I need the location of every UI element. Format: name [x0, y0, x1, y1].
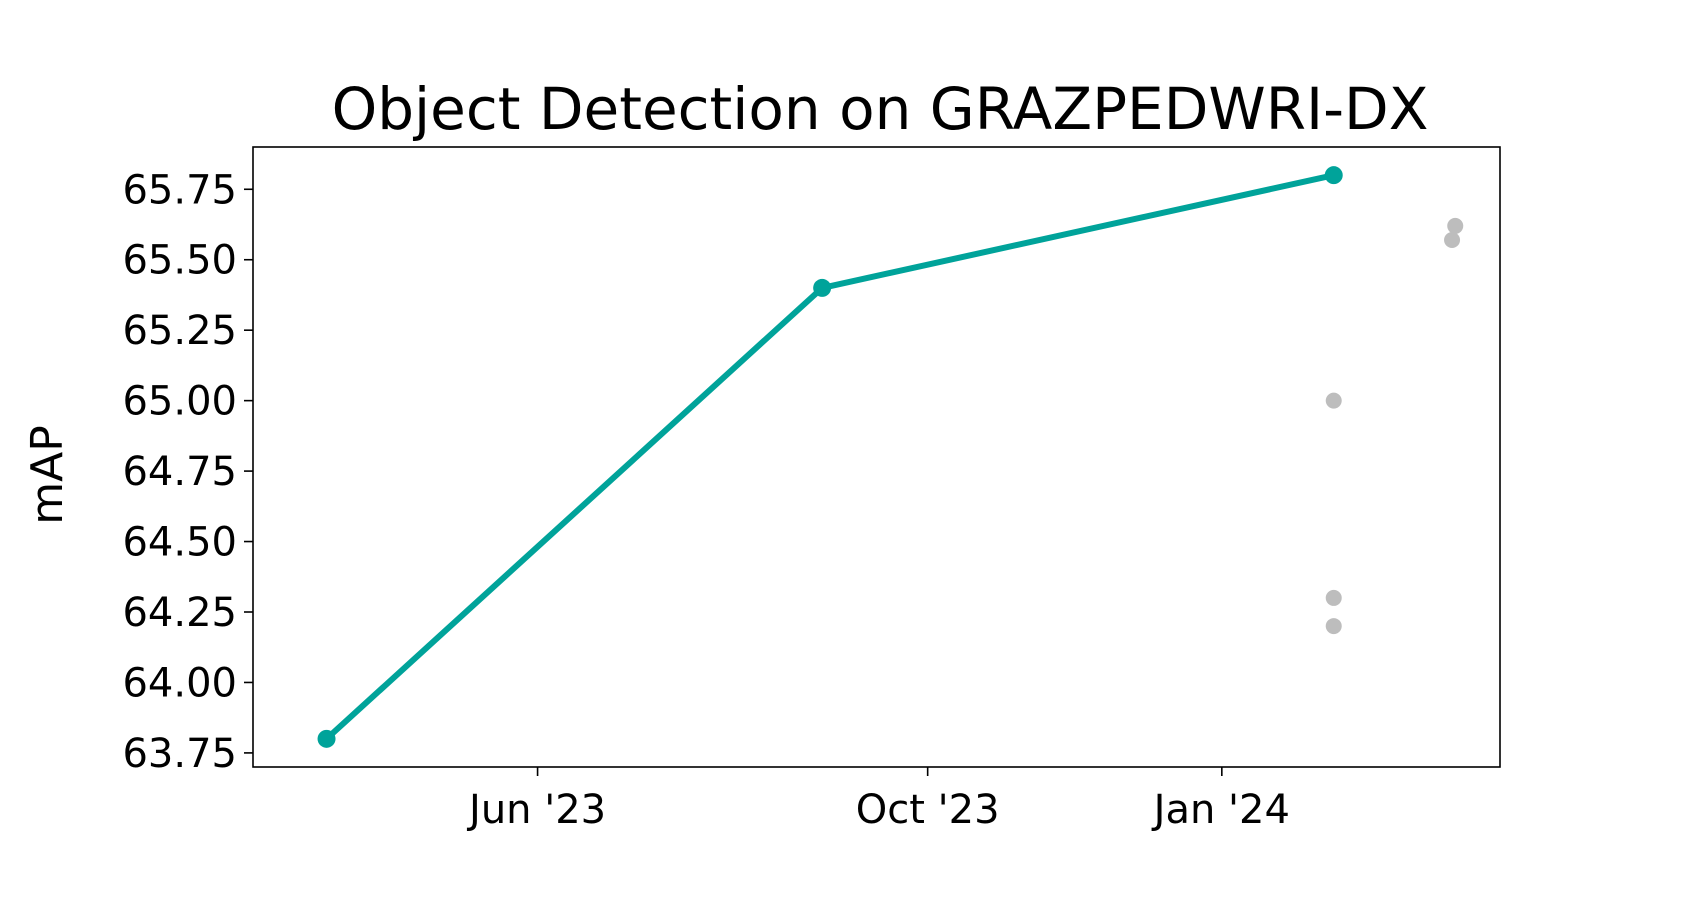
y-tick-label: 64.50	[122, 520, 237, 566]
sota-point	[813, 278, 832, 297]
y-axis: 63.75 64.00 64.25 64.50 64.75 65.00 65.25 65.50…	[122, 167, 253, 777]
other-result-point	[1325, 618, 1342, 635]
sota-point	[317, 729, 336, 748]
x-tick-label: Oct '23	[856, 787, 1000, 833]
y-tick-label: 65.75	[122, 167, 237, 213]
y-tick-label: 65.25	[122, 308, 237, 354]
other-result-point	[1325, 589, 1342, 606]
chart-title: Object Detection on GRAZPEDWRI-DX	[332, 75, 1429, 143]
other-result-point	[1447, 217, 1464, 234]
plot-area	[317, 166, 1464, 748]
x-tick-label: Jan '24	[1151, 787, 1290, 833]
x-tick-label: Jun '23	[466, 787, 606, 833]
other-result-point	[1444, 232, 1461, 248]
y-tick-label: 64.00	[122, 660, 237, 706]
y-tick-label: 64.25	[122, 590, 237, 636]
y-tick-label: 65.50	[122, 238, 237, 284]
y-tick-label: 63.75	[122, 731, 237, 777]
x-axis: Jun '23 Oct '23 Jan '24	[466, 767, 1290, 833]
sota-line	[323, 172, 1337, 742]
sota-point	[1324, 166, 1343, 185]
y-axis-label: mAP	[22, 425, 73, 525]
y-tick-label: 64.75	[122, 449, 237, 495]
y-tick-label: 65.00	[122, 379, 237, 425]
plot-frame	[252, 146, 1501, 768]
other-result-point	[1325, 392, 1342, 409]
